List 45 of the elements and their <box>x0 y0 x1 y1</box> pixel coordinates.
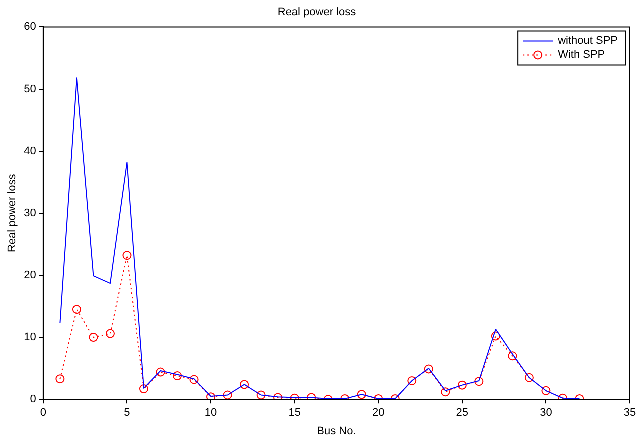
point <box>206 392 216 400</box>
x-tick-label: 30 <box>540 407 552 420</box>
point <box>508 352 518 361</box>
point <box>256 390 266 400</box>
point <box>223 390 232 400</box>
x-tick-label: 5 <box>124 407 130 420</box>
chart-title: Real power loss <box>278 6 357 19</box>
x-tick-label: 35 <box>624 407 636 420</box>
point <box>524 373 534 382</box>
point <box>72 305 82 314</box>
point <box>173 372 182 381</box>
point <box>190 375 199 384</box>
point <box>357 390 366 400</box>
y-tick-label: 0 <box>30 394 36 406</box>
x-tick-label: 25 <box>456 407 469 420</box>
point <box>106 329 115 338</box>
point <box>441 388 450 397</box>
y-tick-label: 30 <box>24 207 36 220</box>
y-axis-title: Real power loss <box>6 174 19 253</box>
point <box>542 386 551 396</box>
point <box>307 393 316 400</box>
x-tick-label: 15 <box>288 407 301 420</box>
point <box>424 364 434 374</box>
point <box>474 377 484 386</box>
y-tick-label: 60 <box>24 21 36 34</box>
y-tick-label: 10 <box>24 332 36 344</box>
legend-label: With SPP <box>558 49 606 62</box>
point <box>240 380 250 390</box>
y-tick-label: 50 <box>24 83 36 96</box>
point <box>139 384 148 394</box>
point <box>89 333 98 342</box>
point <box>458 380 467 390</box>
point <box>274 393 283 400</box>
x-axis-title: Bus No. <box>317 425 356 438</box>
y-tick-label: 20 <box>24 270 36 282</box>
point <box>491 332 500 341</box>
x-tick-label: 0 <box>40 407 46 420</box>
point <box>408 376 417 386</box>
legend-label: without SPP <box>557 35 618 48</box>
x-tick-label: 20 <box>372 407 385 420</box>
point <box>56 374 65 384</box>
y-tick-label: 40 <box>24 145 36 158</box>
x-tick-label: 10 <box>204 407 218 420</box>
point <box>156 368 166 377</box>
point <box>122 251 132 260</box>
